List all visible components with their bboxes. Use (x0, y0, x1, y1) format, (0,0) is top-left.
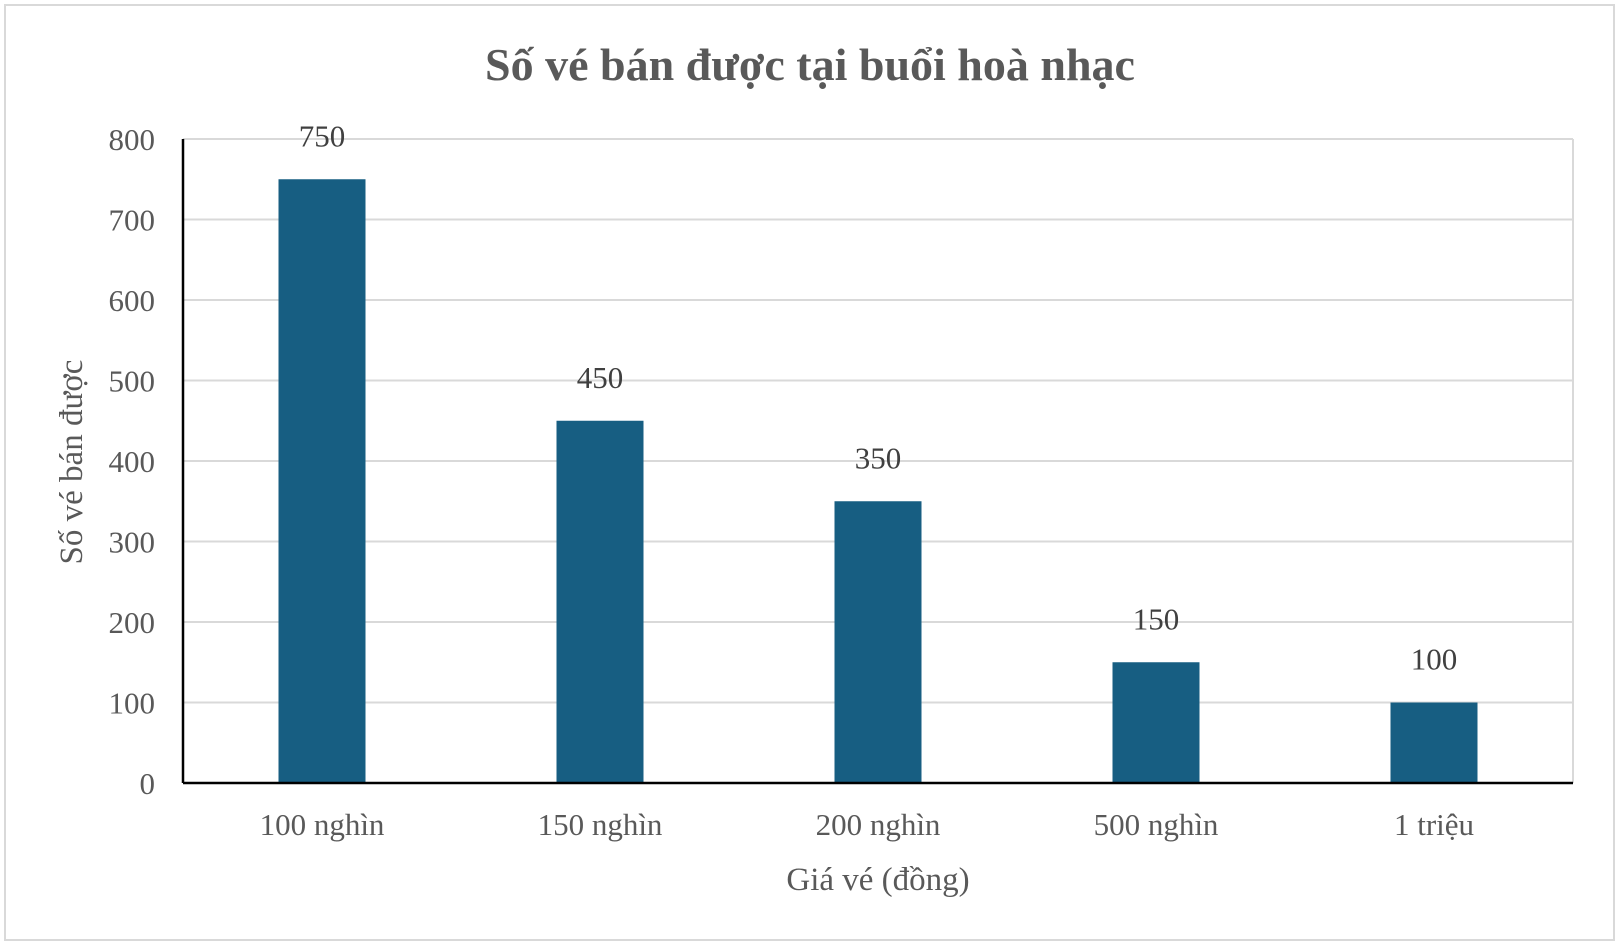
chart-title: Số vé bán được tại buổi hoà nhạc (485, 39, 1135, 90)
bar (556, 420, 644, 783)
y-tick-label: 700 (109, 203, 156, 238)
x-axis-title: Giá vé (đồng) (786, 862, 969, 898)
x-tick-label: 100 nghìn (260, 807, 385, 842)
data-labels: 750 450 350 150 100 (299, 118, 1458, 676)
y-tick-label: 800 (109, 122, 156, 157)
y-tick-label: 600 (109, 283, 156, 318)
y-tick-label: 0 (140, 766, 156, 801)
x-tick-label: 500 nghìn (1094, 807, 1219, 842)
bar (834, 501, 922, 783)
y-tick-label: 200 (109, 605, 156, 640)
x-tick-labels: 100 nghìn 150 nghìn 200 nghìn 500 nghìn 1 tr… (260, 807, 1474, 842)
y-tick-labels: 0 100 200 300 400 500 600 700 800 (109, 122, 156, 801)
data-label: 150 (1133, 601, 1180, 636)
data-label: 350 (855, 440, 902, 475)
y-tick-label: 500 (109, 364, 156, 399)
y-tick-label: 300 (109, 525, 156, 560)
data-label: 100 (1411, 642, 1458, 677)
bars (278, 179, 1478, 783)
y-axis-title: Số vé bán được (54, 360, 90, 565)
bar (1390, 702, 1478, 783)
x-tick-label: 200 nghìn (816, 807, 941, 842)
chart-frame (4, 4, 1615, 941)
bar (278, 179, 366, 783)
axes (181, 139, 1573, 785)
gridlines (183, 138, 1574, 783)
x-tick-label: 150 nghìn (538, 807, 663, 842)
y-tick-label: 400 (109, 444, 156, 479)
bar (1112, 662, 1200, 783)
data-label: 450 (577, 360, 624, 395)
data-label: 750 (299, 118, 346, 153)
x-tick-label: 1 triệu (1394, 807, 1474, 842)
y-tick-label: 100 (109, 686, 156, 721)
